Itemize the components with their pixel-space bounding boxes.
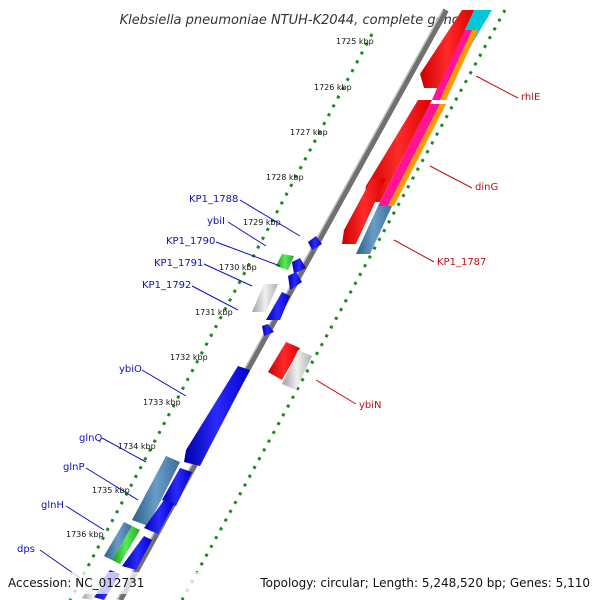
tick-label: 1734 kbp	[118, 442, 156, 451]
gene-label: glnQ	[79, 433, 102, 444]
footer-background	[0, 572, 600, 594]
gene-label: KP1_1791	[154, 258, 203, 269]
gene-arrow	[266, 292, 290, 320]
gene-label: rhlE	[521, 92, 540, 103]
gene-steel	[104, 522, 132, 560]
gene-steel	[132, 456, 180, 526]
left-labels: KP1_1788 ybiI KP1_1790 KP1_1791 KP1_1792…	[17, 194, 301, 579]
tick-label: 1726 kbp	[314, 83, 352, 92]
gene-label: KP1_1788	[189, 194, 238, 205]
outer-tracks	[378, 10, 492, 206]
inner-dotted-track	[68, 33, 374, 600]
tick-label: 1728 kbp	[266, 173, 304, 182]
gene-label: glnP	[63, 462, 85, 473]
tick-label: 1736 kbp	[66, 530, 104, 539]
gene-label: ybiO	[119, 364, 142, 375]
tick-label: 1727 kbp	[290, 128, 328, 137]
tick-label: 1725 kbp	[336, 37, 374, 46]
gene-steel	[356, 206, 392, 254]
gene-arrow	[364, 100, 432, 202]
tick-labels: 1725 kbp 1726 kbp 1727 kbp 1728 kbp 1729…	[66, 37, 374, 539]
gene-arrow	[262, 324, 274, 336]
tick-label: 1730 kbp	[219, 263, 257, 272]
tick-label: 1735 kbp	[92, 486, 130, 495]
reverse-genes	[268, 10, 474, 390]
gene-arrow	[268, 342, 300, 380]
gene-label: dps	[17, 544, 35, 555]
genome-summary-text: Topology: circular; Length: 5,248,520 bp…	[259, 576, 590, 590]
accession-text: Accession: NC_012731	[8, 576, 144, 590]
gene-label: KP1_1787	[437, 257, 486, 268]
gene-rna	[112, 526, 140, 564]
gene-arrow	[342, 178, 386, 244]
map-title: Klebsiella pneumoniae NTUH-K2044, comple…	[120, 13, 481, 28]
gene-arrow	[292, 258, 306, 274]
orange-feature	[440, 30, 478, 100]
gene-arrow	[288, 272, 302, 290]
gene-arrow	[184, 366, 250, 466]
orange-feature	[388, 104, 446, 206]
gene-arrow	[308, 236, 322, 250]
gene-label: KP1_1792	[142, 280, 191, 291]
gene-arrow	[144, 500, 174, 534]
gene-label: ybiN	[359, 400, 382, 411]
gene-label: KP1_1790	[166, 236, 215, 247]
magenta-feature	[432, 30, 472, 100]
gene-arrow	[420, 10, 474, 88]
tick-label: 1729 kbp	[243, 218, 281, 227]
gene-rna	[276, 254, 294, 270]
tick-label: 1732 kbp	[170, 353, 208, 362]
gene-arrow	[162, 468, 192, 506]
gene-grey	[282, 350, 312, 390]
gene-label: ybiI	[207, 216, 225, 227]
gene-grey	[252, 284, 278, 312]
right-labels: rhlE dinG KP1_1787 ybiN	[315, 75, 540, 411]
tick-label: 1731 kbp	[195, 308, 233, 317]
tick-label: 1733 kbp	[143, 398, 181, 407]
gene-label: glnH	[41, 500, 64, 511]
outer-dotted-track	[180, 9, 507, 600]
gene-arrow	[122, 536, 152, 570]
magenta-feature	[378, 104, 440, 206]
gene-label: dinG	[475, 182, 498, 193]
forward-genes	[82, 236, 322, 600]
